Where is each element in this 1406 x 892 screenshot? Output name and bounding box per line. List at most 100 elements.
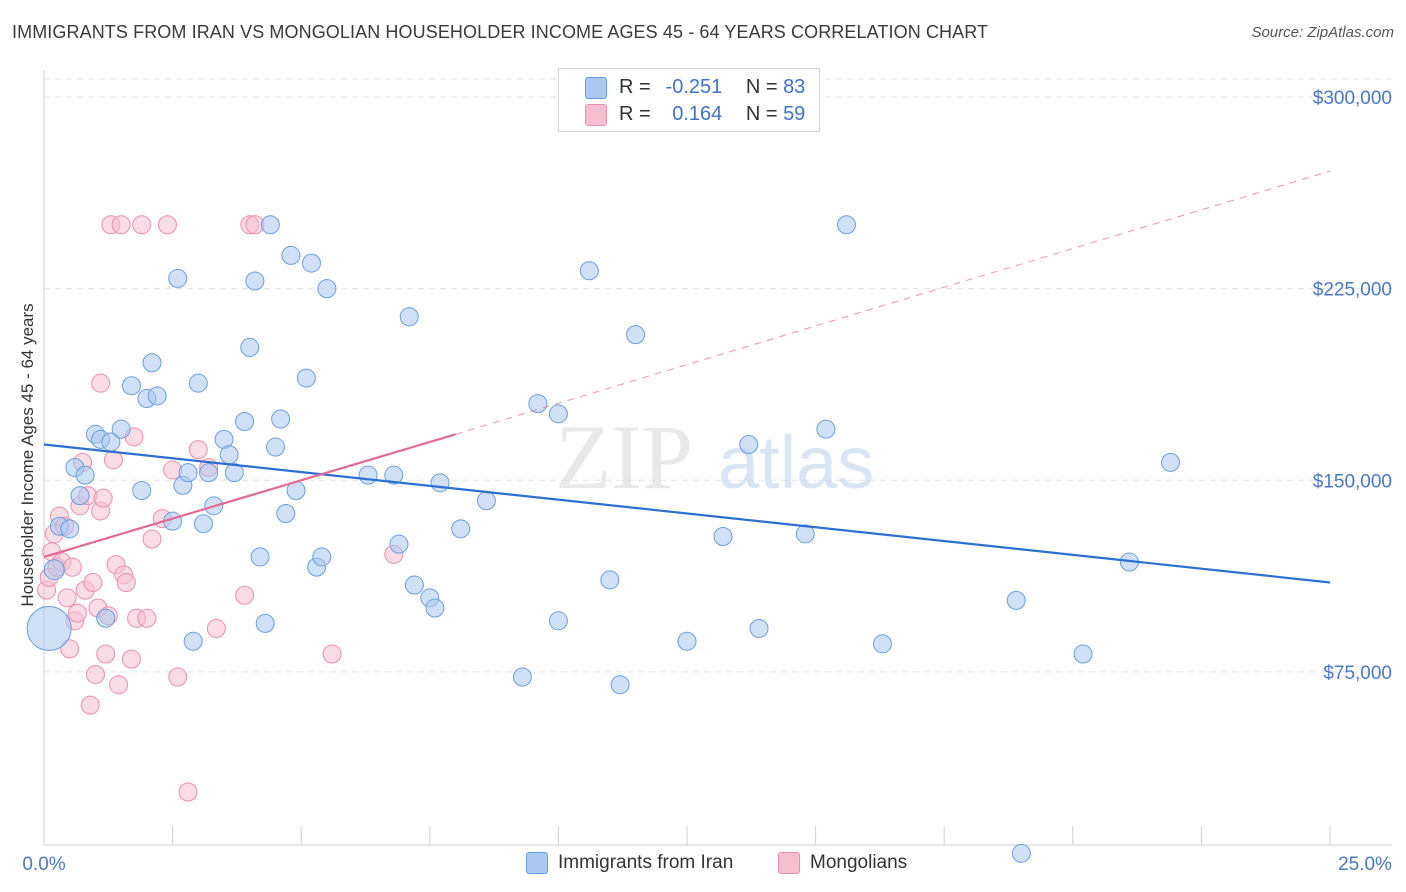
iran-point	[399, 307, 419, 327]
iran-point	[271, 409, 291, 429]
mongolians-point	[67, 603, 87, 623]
mongolians-point	[132, 215, 152, 235]
trend-lines	[43, 170, 1331, 584]
iran-point	[183, 631, 203, 651]
iran-point	[358, 465, 378, 485]
iran-point	[579, 261, 599, 281]
mongolians-point	[322, 644, 342, 664]
x-tick-label-end: 25.0%	[1338, 854, 1392, 875]
bottom-legend-label-iran: Immigrants from Iran	[558, 852, 734, 874]
watermark-zip: ZIP	[555, 406, 693, 508]
legend-r-label: R =	[619, 103, 651, 125]
iran-point	[301, 253, 321, 273]
mongolians-point	[188, 440, 208, 460]
iran-point	[1011, 843, 1031, 863]
iran-point	[255, 613, 275, 633]
iran-point	[816, 419, 836, 439]
y-tick-label: $300,000	[1313, 88, 1392, 109]
iran-point	[276, 503, 296, 523]
iran-point	[749, 618, 769, 638]
iran-point	[168, 268, 188, 288]
iran-point	[1073, 644, 1093, 664]
iran-point	[235, 412, 255, 432]
bottom-legend-label-mongolians: Mongolians	[810, 852, 908, 874]
mongolians-point	[85, 664, 105, 684]
source-label: Source: ZipAtlas.com	[1251, 24, 1394, 41]
iran-point	[677, 631, 697, 651]
iran-point	[193, 514, 213, 534]
iran-point	[317, 279, 337, 299]
legend-swatch-mongolians	[585, 103, 607, 126]
legend-n-label: N =	[745, 103, 778, 125]
legend-swatch-iran	[585, 76, 607, 99]
iran-point	[404, 575, 424, 595]
mongolians-point	[142, 529, 162, 549]
iran-point	[296, 368, 316, 388]
iran-point	[548, 404, 568, 424]
bottom-legend-mongolians[interactable]: Mongolians	[778, 852, 907, 878]
mongolians-trend-line	[43, 433, 456, 558]
chart-title: IMMIGRANTS FROM IRAN VS MONGOLIAN HOUSEH…	[12, 22, 989, 42]
y-tick-label: $75,000	[1323, 663, 1392, 684]
legend-n-value-iran: 83	[783, 76, 806, 98]
mongolians-point	[80, 695, 100, 715]
x-tick-label-start: 0.0%	[22, 854, 65, 875]
series-iran	[26, 215, 1181, 863]
mongolians-point	[60, 639, 80, 659]
mongolians-point	[121, 649, 141, 669]
iran-point	[872, 634, 892, 654]
mongolians-point	[168, 667, 188, 687]
iran-point	[240, 337, 260, 357]
iran-point	[281, 245, 301, 265]
iran-point	[384, 465, 404, 485]
iran-point	[260, 215, 280, 235]
watermark-atlas: atlas	[718, 421, 874, 504]
mongolians-point	[57, 588, 77, 608]
iran-point	[70, 486, 90, 506]
iran-point	[219, 445, 239, 465]
legend-r-value-iran: -0.251	[665, 76, 723, 98]
watermark: ZIP atlas	[555, 406, 874, 508]
iran-point	[425, 598, 445, 618]
mongolians-point	[137, 608, 157, 628]
iran-point	[626, 325, 646, 345]
iran-point	[610, 675, 630, 695]
legend-n-value-mongolians: 59	[783, 103, 806, 125]
mongolians-point	[109, 675, 129, 695]
axes	[43, 70, 1392, 846]
legend-n-label: N =	[745, 76, 778, 98]
y-tick-label: $150,000	[1313, 471, 1392, 492]
iran-point	[265, 437, 285, 457]
iran-point	[43, 559, 65, 581]
iran-point	[142, 353, 162, 373]
mongolians-point	[178, 782, 198, 802]
iran-point	[739, 435, 759, 455]
iran-point	[75, 465, 95, 485]
iran-point	[476, 491, 496, 511]
legend-r-value-mongolians: 0.164	[672, 103, 723, 125]
iran-point	[26, 605, 72, 651]
mongolians-point	[111, 215, 131, 235]
iran-point	[451, 519, 471, 539]
iran-point	[178, 463, 198, 483]
bottom-legend-swatch-iran	[526, 852, 548, 874]
mongolians-point	[235, 585, 255, 605]
iran-point	[312, 547, 332, 567]
legend-row-mongolians: R = 0.164 N = 59	[585, 103, 805, 129]
y-tick-label: $225,000	[1313, 280, 1392, 301]
iran-point	[96, 608, 116, 628]
iran-point	[1161, 452, 1181, 472]
iran-point	[111, 419, 131, 439]
iran-point	[528, 394, 548, 414]
iran-trend-line	[43, 443, 1331, 584]
mongolians-point	[206, 618, 226, 638]
iran-point	[795, 524, 815, 544]
mongolians-point	[96, 644, 116, 664]
mongolians-point	[83, 572, 103, 592]
iran-point	[245, 271, 265, 291]
bottom-legend-iran[interactable]: Immigrants from Iran	[526, 852, 733, 878]
iran-point	[389, 534, 409, 554]
iran-point	[1006, 590, 1026, 610]
series-mongolians	[37, 215, 404, 802]
